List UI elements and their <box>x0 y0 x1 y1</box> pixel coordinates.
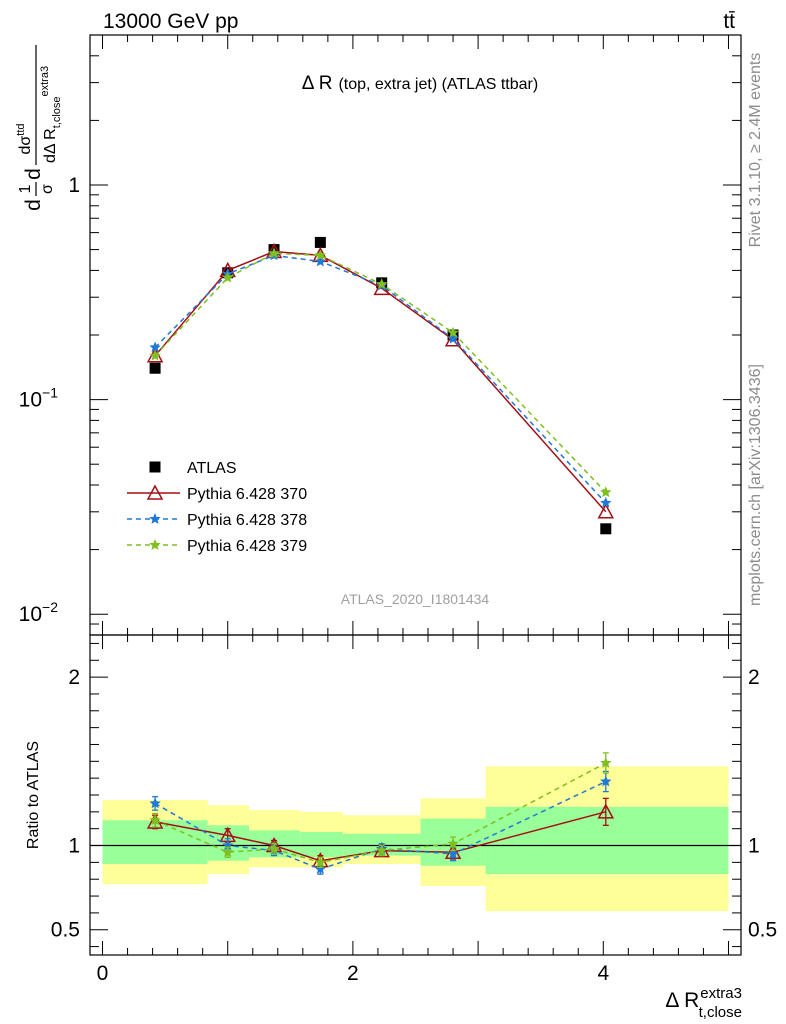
main-point <box>375 278 388 290</box>
ratio-point <box>268 842 280 854</box>
legend-marker <box>149 513 161 524</box>
main-point <box>314 255 327 267</box>
ratio-point <box>375 844 388 856</box>
legend-marker <box>149 539 161 550</box>
main-point <box>373 279 390 296</box>
main-point <box>149 362 161 374</box>
analysis-watermark: ATLAS_2020_I1801434 <box>341 591 490 607</box>
ratio-y-tick-label-right: 2 <box>748 666 760 689</box>
ratio-point <box>600 775 612 787</box>
ratio-y-tick-label-right: 1 <box>748 835 760 858</box>
legend-label: Pythia 6.428 379 <box>187 538 307 555</box>
ratio-point <box>447 837 459 849</box>
ratio-y-tick-label-left: 0.5 <box>51 919 80 942</box>
legend-entry: Pythia 6.428 379 <box>127 538 307 555</box>
legend-entry: ATLAS <box>149 460 237 477</box>
main-panel-frame: 10−210−11 <box>19 34 742 636</box>
ratio-y-tick-label-right: 0.5 <box>748 919 777 942</box>
main-point <box>268 247 280 259</box>
ylabel-frac-num: 1 <box>17 184 34 193</box>
main-ylabel: d 1 σ d dσttd dΔ Rt,closeextra3 <box>15 45 63 211</box>
main-point <box>444 331 462 347</box>
tick-base: 10 <box>19 389 42 412</box>
legend-label: ATLAS <box>187 460 237 477</box>
ratio-y-tick-label-left: 2 <box>68 666 80 689</box>
legend-marker <box>146 484 164 500</box>
ylabel-num-text: dσ <box>17 136 34 155</box>
main-title-detail: (top, extra jet) (ATLAS ttbar) <box>338 76 538 93</box>
main-point <box>149 341 161 353</box>
ratio-point <box>597 803 615 819</box>
rivet-label: Rivet 3.1.10, ≥ 2.4M events <box>747 53 764 248</box>
main-title: Δ R (top, extra jet) (ATLAS ttbar) <box>302 73 538 94</box>
ratio-point <box>222 846 234 858</box>
main-point <box>600 496 612 508</box>
main-point <box>314 249 327 261</box>
ratio-point <box>600 757 612 768</box>
ratio-panel-frame: 0 2 4 0.5 0.5 1 1 2 2 <box>51 634 777 985</box>
main-point <box>600 486 612 498</box>
tick-exp: −1 <box>42 385 58 401</box>
ratio-point <box>314 856 327 868</box>
tick-base: 1 <box>68 174 80 197</box>
band-inner <box>485 806 729 875</box>
tick-exp: −2 <box>42 599 58 615</box>
x-tick-label: 4 <box>597 962 609 985</box>
ratio-point <box>314 863 327 874</box>
ylabel-d: d <box>22 168 45 180</box>
xlabel-main: Δ R <box>665 989 699 1012</box>
legend-entry: Pythia 6.428 378 <box>127 512 307 529</box>
ratio-series-2 <box>149 752 612 869</box>
x-tick-label: 2 <box>347 962 359 985</box>
main-point <box>600 523 612 535</box>
main-y-tick-label: 1 <box>68 174 80 197</box>
main-series-3 <box>149 247 612 498</box>
main-title-main: Δ R <box>302 73 333 94</box>
main-point <box>447 332 459 344</box>
ratio-point <box>149 814 161 826</box>
legend-label: Pythia 6.428 370 <box>187 486 307 503</box>
main-point <box>597 503 615 519</box>
main-y-tick-label: 10−1 <box>19 385 59 412</box>
energy-label: 13000 GeV pp <box>103 10 238 33</box>
ylabel-den-sup: extra3 <box>39 66 51 97</box>
ylabel-den-sub: t,close <box>51 97 63 129</box>
main-point <box>222 271 234 283</box>
ratio-y-tick-label-left: 1 <box>68 835 80 858</box>
mcplots-label: mcplots.cern.ch [arXiv:1306.3436] <box>747 364 764 606</box>
legend-entry: Pythia 6.428 370 <box>127 484 307 503</box>
main-point <box>149 349 161 361</box>
ratio-point <box>149 797 161 809</box>
ratio-point <box>447 847 459 859</box>
ylabel-den: dΔ Rt,closeextra3 <box>39 66 63 163</box>
xlabel-sup: extra3 <box>700 985 742 1002</box>
tick-base: 10 <box>19 603 42 626</box>
ylabel-prefix: d <box>22 199 45 211</box>
ylabel-num: dσttd <box>15 123 34 154</box>
main-series-layer <box>146 236 615 535</box>
ylabel-den-text: dΔ R <box>42 128 59 163</box>
main-y-tick-label: 10−2 <box>19 599 59 626</box>
legend-label: Pythia 6.428 378 <box>187 512 307 529</box>
process-label: tt̄ <box>723 10 735 33</box>
ylabel-frac-den: σ <box>39 184 56 194</box>
main-series-line <box>154 252 607 493</box>
main-point <box>314 236 326 248</box>
xlabel-sub: t,close <box>699 1004 742 1021</box>
legend-marker <box>149 461 161 473</box>
main-point <box>447 326 459 338</box>
xlabel: Δ Rextra3 <box>665 985 742 1012</box>
ratio-ylabel: Ratio to ATLAS <box>25 741 42 849</box>
ratio-series-layer <box>146 752 615 875</box>
legend: ATLAS Pythia 6.428 370 Pythia 6.428 378 Pyt… <box>127 460 307 555</box>
x-tick-label: 0 <box>97 962 109 985</box>
ylabel-num-sup: ttd <box>15 123 27 135</box>
band-inner <box>300 832 343 858</box>
